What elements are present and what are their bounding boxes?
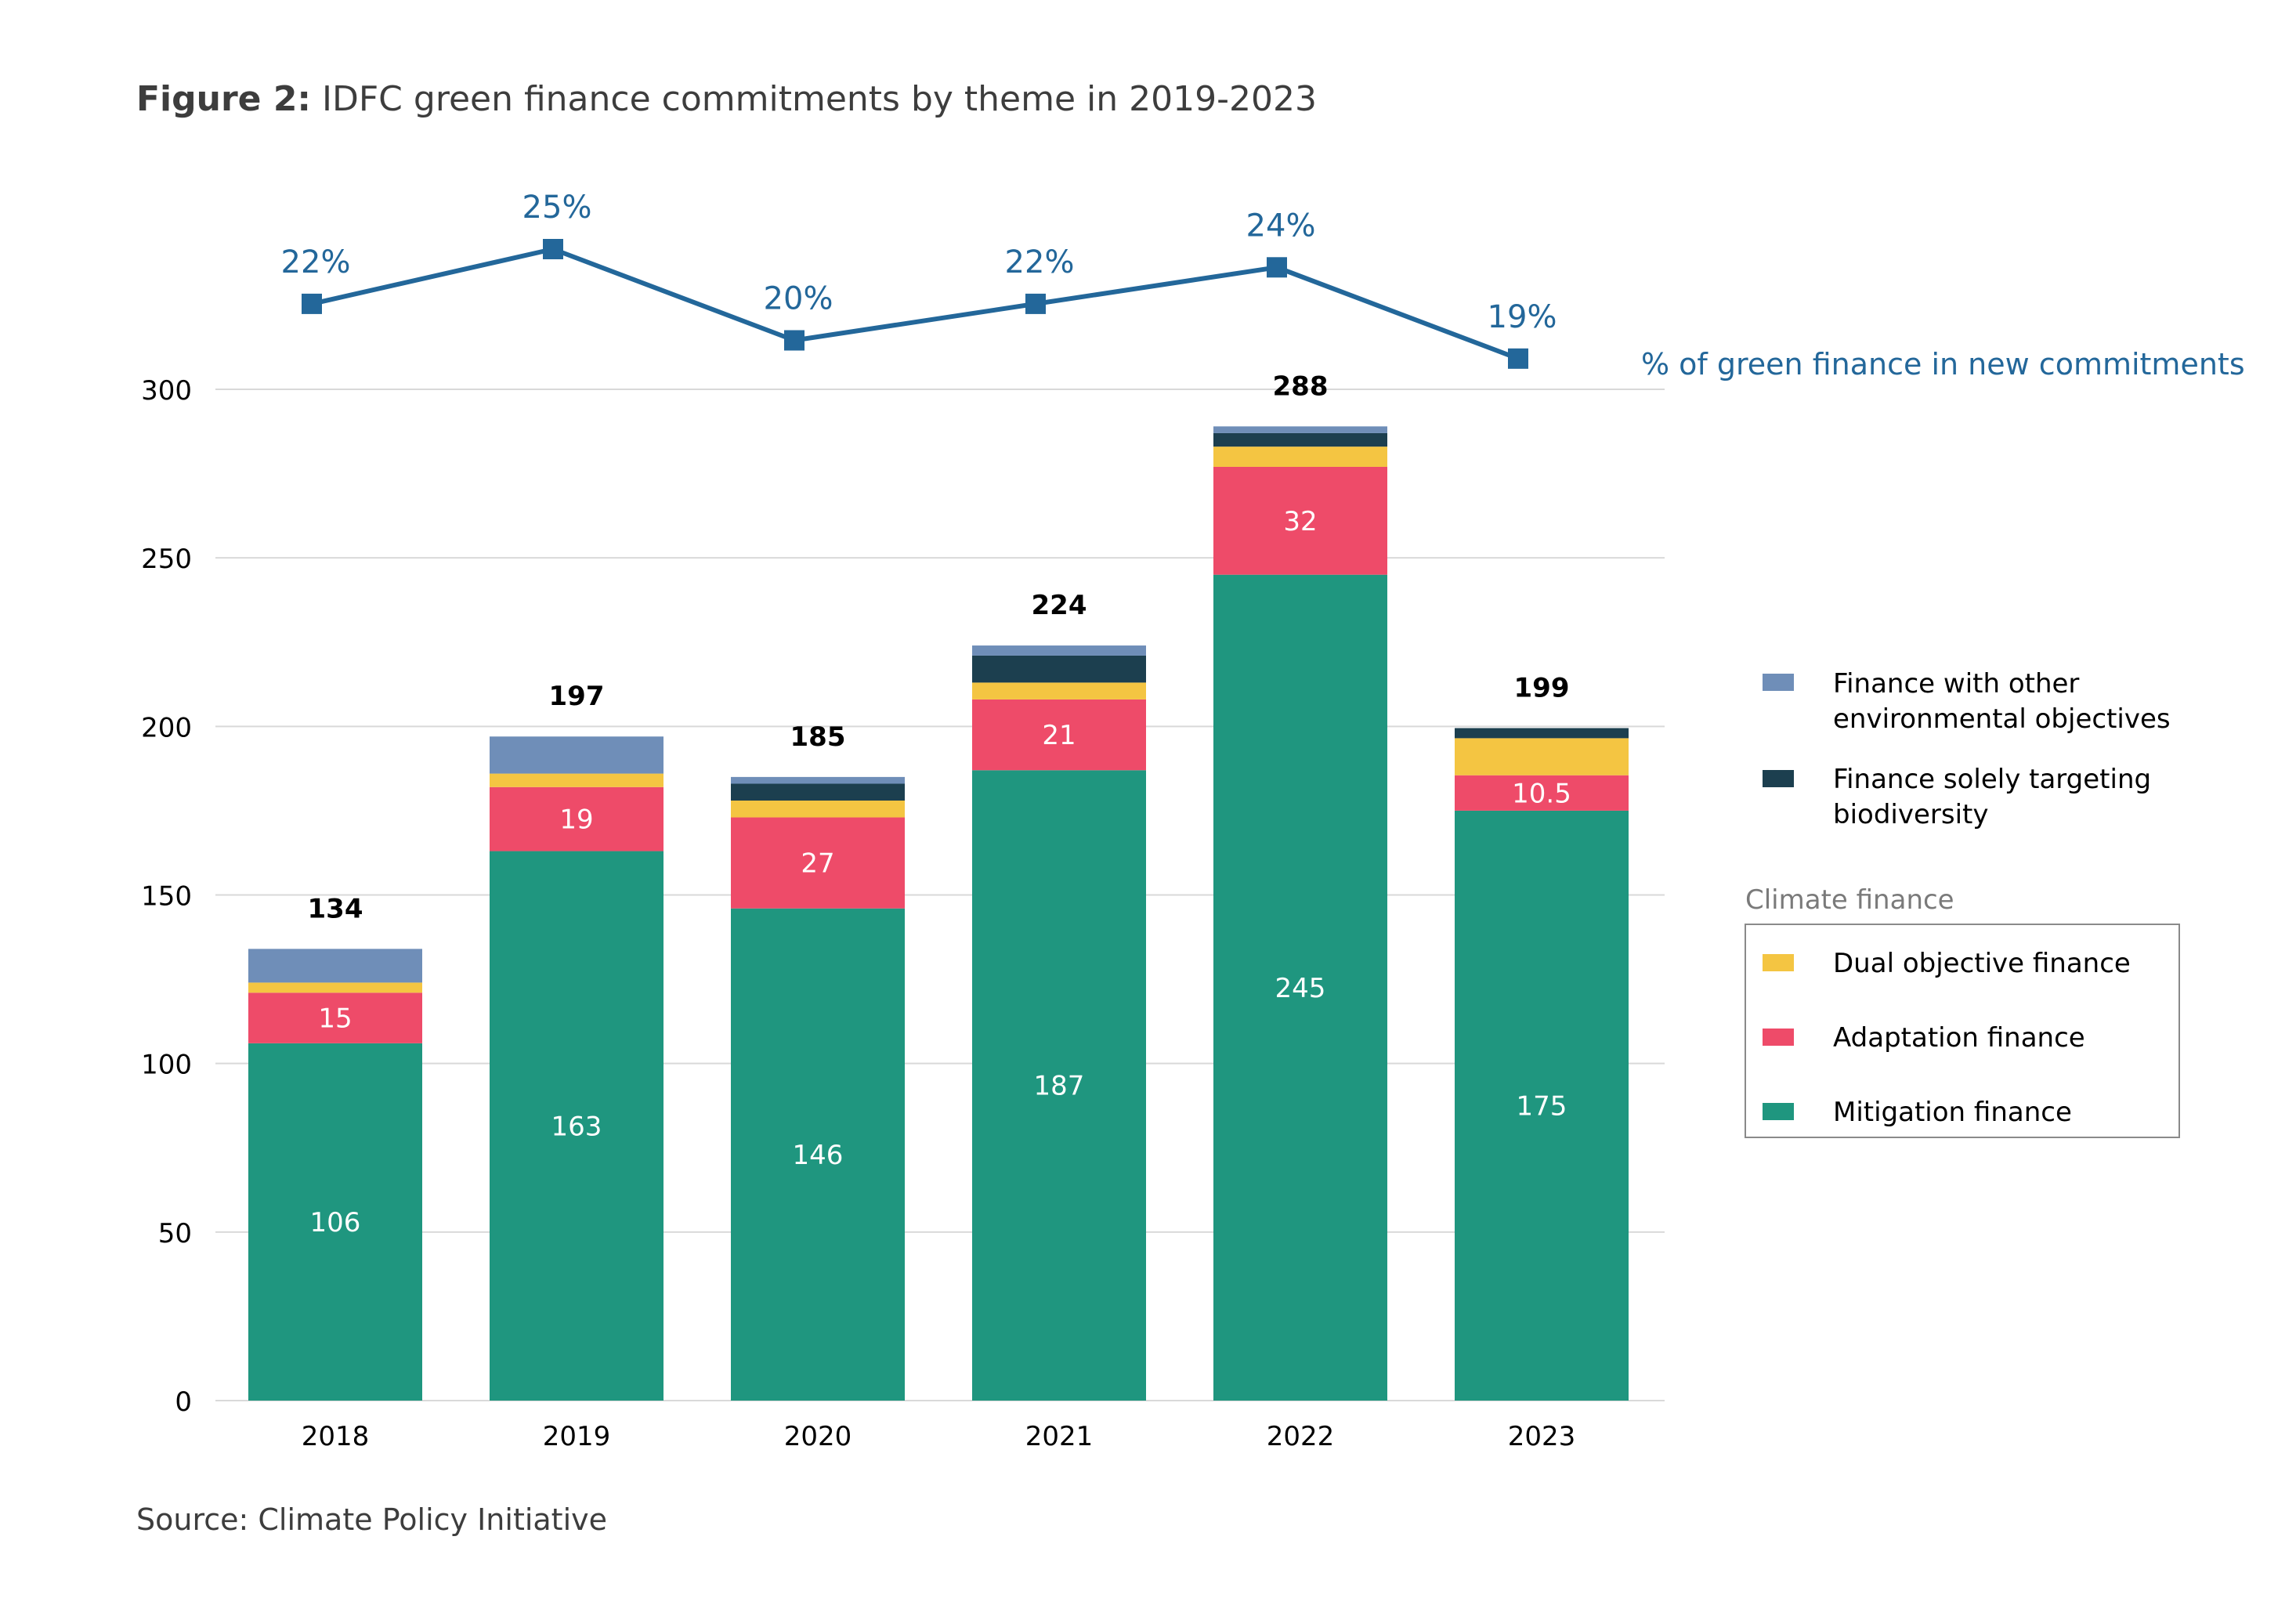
bar-segment-other [731, 776, 905, 784]
bar-value-label: 245 [1275, 973, 1326, 1004]
legend-swatch-adaptation [1763, 1029, 1794, 1046]
y-tick-label: 250 [141, 544, 192, 575]
figure-title-text: IDFC green finance commitments by theme … [311, 79, 1317, 119]
bar-segment-mitigation [490, 851, 663, 1401]
legend-label-mitigation: Mitigation finance [1833, 1097, 2072, 1128]
legend-swatch-other [1763, 674, 1794, 691]
bars [248, 426, 1629, 1401]
bar-value-label: 32 [1283, 506, 1317, 537]
x-axis: 2018 2019 2020 2021 2022 2023 [302, 1421, 1576, 1452]
bar-total-label: 288 [1273, 371, 1329, 402]
bar-value-label: 187 [1034, 1071, 1085, 1102]
bar-segment-biodiversity [731, 783, 905, 801]
bar-value-label: 146 [793, 1140, 844, 1171]
line-point-label: 22% [1005, 244, 1075, 280]
line-series-path [311, 247, 1520, 361]
y-tick-label: 150 [141, 881, 192, 913]
legend-swatch-mitigation [1763, 1103, 1794, 1120]
bar-segment-dual [490, 773, 663, 787]
bar-segment-other [972, 645, 1146, 656]
bar-segment-biodiversity [972, 655, 1146, 683]
line-series-label: % of green finance in new commitments [1641, 347, 2245, 381]
bar-labels: 106 15 163 19 146 27 187 21 245 32 175 10.5 [310, 506, 1571, 1238]
y-tick-label: 50 [158, 1218, 192, 1249]
bar-segment-dual [731, 801, 905, 818]
bar-segment-adaptation [1455, 775, 1629, 811]
y-tick-label: 300 [141, 375, 192, 407]
bar-segment-adaptation [1213, 466, 1387, 575]
bar-segment-other [490, 736, 663, 774]
bar-segment-mitigation [972, 770, 1146, 1401]
line-point-marker [1508, 348, 1528, 369]
bar-value-label: 21 [1042, 720, 1076, 751]
bar-total-label: 197 [549, 681, 605, 712]
legend-label-biodiversity: Finance solely targeting [1833, 764, 2151, 795]
legend-label-dual: Dual objective finance [1833, 948, 2131, 979]
legend-swatch-biodiversity [1763, 770, 1794, 787]
x-tick-label: 2020 [784, 1421, 852, 1452]
x-tick-label: 2022 [1267, 1421, 1335, 1452]
line-point-marker [784, 330, 805, 351]
line-point-label: 25% [522, 190, 592, 226]
bar-segment-dual [1213, 446, 1387, 467]
bar-segment-other [248, 949, 422, 983]
bar-value-label: 163 [551, 1111, 602, 1142]
bar-total-label: 199 [1514, 672, 1570, 703]
bar-value-label: 10.5 [1512, 778, 1571, 809]
legend-label-other-line2: environmental objectives [1833, 703, 2171, 735]
bar-value-label: 15 [318, 1003, 352, 1035]
bar-segment-mitigation [731, 908, 905, 1401]
line-point-label: 24% [1246, 208, 1316, 244]
bar-segment-biodiversity [1213, 432, 1387, 447]
bar-value-label: 27 [801, 848, 834, 880]
y-tick-label: 200 [141, 712, 192, 743]
figure-number: Figure 2: [136, 79, 311, 119]
bar-value-label: 19 [559, 804, 593, 836]
bar-segment-mitigation [248, 1043, 422, 1401]
green-share-line: 22% 25% 20% 22% 24% 19% % of green finance in … [281, 190, 2245, 381]
bar-segment-dual [1455, 738, 1629, 775]
bar-total-label: 224 [1032, 590, 1087, 621]
bar-segment-adaptation [248, 992, 422, 1043]
source-note: Source: Climate Policy Initiative [136, 1502, 607, 1537]
bar-segment-adaptation [731, 817, 905, 909]
figure-title: Figure 2: IDFC green finance commitments… [136, 79, 1317, 119]
line-point-marker [302, 293, 322, 314]
bar-value-label: 175 [1517, 1090, 1567, 1122]
line-point-label: 19% [1488, 299, 1557, 335]
line-point-marker [1267, 257, 1287, 278]
x-tick-label: 2021 [1025, 1421, 1094, 1452]
bar-total-label: 185 [790, 721, 846, 753]
gridlines [215, 389, 1665, 1401]
bar-segment-biodiversity [1455, 728, 1629, 739]
legend-label-other: Finance with other [1833, 668, 2079, 700]
bar-total-label: 134 [308, 893, 363, 924]
line-point-marker [543, 239, 563, 259]
line-point-label: 20% [764, 281, 833, 317]
line-point-label: 22% [281, 244, 351, 280]
bar-segment-mitigation [1213, 574, 1387, 1401]
bar-segment-adaptation [972, 699, 1146, 771]
legend-label-biodiversity-line2: biodiversity [1833, 799, 1989, 830]
legend-group-label: Climate finance [1745, 884, 1954, 916]
bar-segment-other [1213, 426, 1387, 433]
bar-value-label: 106 [310, 1207, 361, 1238]
y-axis: 0 50 100 150 200 250 300 [141, 375, 192, 1418]
x-tick-label: 2018 [302, 1421, 370, 1452]
legend-climate-box [1745, 924, 2180, 1138]
bar-segment-dual [972, 682, 1146, 700]
bar-segment-dual [248, 982, 422, 993]
y-tick-label: 100 [141, 1050, 192, 1081]
x-tick-label: 2019 [543, 1421, 611, 1452]
legend-swatch-dual [1763, 954, 1794, 971]
bar-segment-adaptation [490, 786, 663, 851]
line-point-marker [1025, 293, 1046, 314]
x-tick-label: 2023 [1508, 1421, 1576, 1452]
y-tick-label: 0 [175, 1386, 192, 1418]
legend-label-adaptation: Adaptation finance [1833, 1022, 2085, 1054]
bar-segment-mitigation [1455, 810, 1629, 1401]
bar-totals: 134 197 185 224 288 199 [308, 371, 1570, 924]
